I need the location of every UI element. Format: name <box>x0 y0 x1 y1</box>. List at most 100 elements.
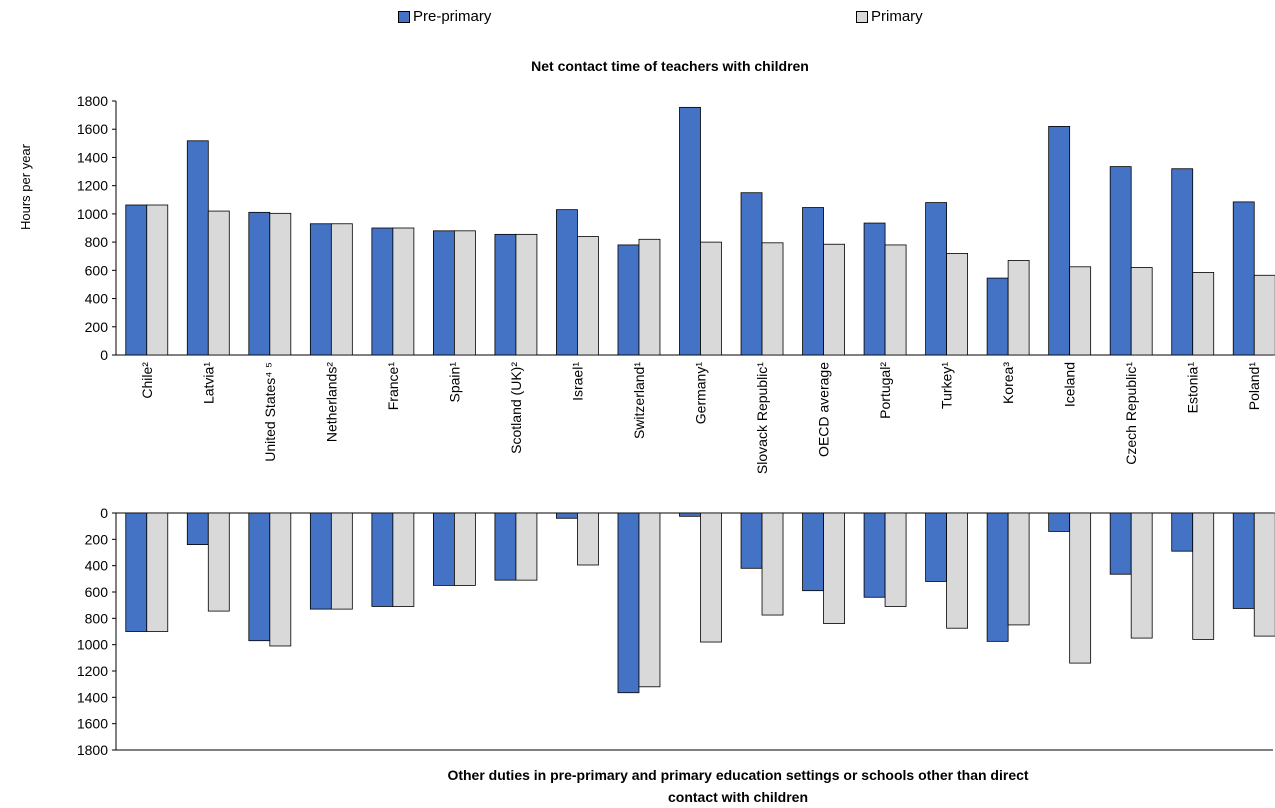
top-chart-title: Net contact time of teachers with childr… <box>531 58 809 74</box>
bottom-bar-primary <box>823 512 845 624</box>
bottom-bar-pre-primary <box>863 512 886 598</box>
bottom-bar-pre-primary <box>1109 512 1132 575</box>
top-bar-primary <box>515 233 538 356</box>
top-y-tick-label: 200 <box>85 319 109 335</box>
category-label: Slovack Republic¹ <box>754 362 770 474</box>
top-bar-primary <box>946 252 969 356</box>
category-label: Scotland (UK)² <box>508 362 524 454</box>
legend-swatch-primary <box>856 10 868 23</box>
top-bar-primary <box>453 230 476 356</box>
bottom-bar-primary <box>761 512 784 616</box>
top-bar-pre-primary <box>1048 126 1071 356</box>
top-bar-primary <box>1069 266 1092 356</box>
category-label: Estonia¹ <box>1185 362 1201 414</box>
bottom-bar-pre-primary <box>371 512 394 607</box>
top-bar-pre-primary <box>740 192 763 356</box>
top-bar-pre-primary <box>1109 166 1132 356</box>
category-label: Chile² <box>139 362 155 399</box>
top-bar-primary <box>1253 274 1275 356</box>
category-label: Iceland <box>1062 362 1078 407</box>
top-bar-primary <box>1007 260 1030 356</box>
top-bar-pre-primary <box>186 140 209 356</box>
bottom-bar-primary <box>453 512 476 586</box>
bottom-y-tick-label: 800 <box>85 610 109 626</box>
top-y-tick-label: 800 <box>85 234 109 250</box>
bottom-bar-pre-primary <box>925 512 948 582</box>
top-bar-pre-primary <box>617 244 640 356</box>
top-bar-pre-primary <box>802 207 824 356</box>
top-y-tick-label: 1200 <box>77 178 108 194</box>
bottom-y-tick-label: 200 <box>85 531 109 547</box>
bottom-bar-pre-primary <box>309 512 332 610</box>
category-label: Israel¹ <box>569 362 585 401</box>
bottom-bar-primary <box>884 512 907 607</box>
category-label: Germany¹ <box>693 362 709 425</box>
top-bar-pre-primary <box>248 211 271 356</box>
bottom-bar-primary <box>638 512 661 688</box>
top-bar-primary <box>823 243 845 356</box>
bottom-bar-primary <box>700 512 722 643</box>
top-y-tick-label: 0 <box>100 347 108 363</box>
top-y-tick-label: 400 <box>85 291 109 307</box>
top-bar-primary <box>700 241 722 356</box>
bottom-bar-primary <box>330 512 353 610</box>
bottom-chart-title: Other duties in pre-primary and primary … <box>447 767 1029 805</box>
bottom-y-tick-label: 0 <box>100 505 108 521</box>
top-bar-pre-primary <box>679 106 701 356</box>
bottom-y-tick-label: 1000 <box>77 637 108 653</box>
category-label: United States⁴ ⁵ <box>262 362 278 462</box>
bottom-bar-pre-primary <box>802 512 824 592</box>
category-label: France¹ <box>385 362 401 411</box>
top-y-tick-label: 1400 <box>77 149 108 165</box>
top-bar-primary <box>330 223 353 356</box>
top-bar-pre-primary <box>925 202 948 356</box>
bottom-bar-pre-primary <box>740 512 763 569</box>
category-label: Switzerland¹ <box>631 362 647 439</box>
top-y-tick-label: 1800 <box>77 93 108 109</box>
category-label: Czech Republic¹ <box>1123 362 1139 465</box>
bottom-bar-pre-primary <box>494 512 517 581</box>
bottom-bar-primary <box>1069 512 1092 664</box>
bottom-bar-pre-primary <box>1171 512 1194 552</box>
category-label: OECD average <box>816 362 832 457</box>
bottom-bar-primary <box>269 512 292 647</box>
bottom-bar-pre-primary <box>986 512 1009 642</box>
bottom-bar-primary <box>207 512 230 612</box>
top-bar-primary <box>1130 267 1153 356</box>
category-label: Portugal² <box>877 362 893 419</box>
top-bar-pre-primary <box>371 227 394 356</box>
top-y-tick-label: 1600 <box>77 121 108 137</box>
bottom-y-tick-label: 400 <box>85 558 109 574</box>
bottom-y-tick-label: 1800 <box>77 742 108 758</box>
bottom-bar-primary <box>946 512 969 629</box>
bottom-bar-pre-primary <box>556 512 578 519</box>
top-y-tick-label: 600 <box>85 262 109 278</box>
top-bar-primary <box>1192 272 1215 356</box>
category-label: Turkey¹ <box>939 362 955 409</box>
top-bar-primary <box>884 244 907 356</box>
top-bar-pre-primary <box>309 223 332 356</box>
bottom-y-tick-label: 1400 <box>77 689 108 705</box>
top-bar-pre-primary <box>986 277 1009 356</box>
bottom-bar-primary <box>1192 512 1215 640</box>
top-bar-primary <box>392 227 415 356</box>
top-bar-pre-primary <box>494 233 517 356</box>
bottom-bar-pre-primary <box>186 512 209 546</box>
legend-item-primary: Primary <box>856 8 923 25</box>
category-label: Latvia¹ <box>200 362 216 404</box>
bottom-bar-pre-primary <box>679 512 701 517</box>
top-bar-primary <box>146 204 169 356</box>
top-bar-pre-primary <box>432 230 455 356</box>
top-bar-pre-primary <box>125 204 148 356</box>
bottom-bar-primary <box>1253 512 1275 637</box>
bottom-y-tick-label: 1200 <box>77 663 108 679</box>
bottom-bar-primary <box>577 512 599 566</box>
bottom-bar-pre-primary <box>1048 512 1071 532</box>
bottom-bar-primary <box>515 512 538 581</box>
bottom-bar-primary <box>392 512 415 607</box>
top-bar-pre-primary <box>1232 201 1255 356</box>
top-bar-primary <box>638 238 661 356</box>
bottom-y-tick-label: 1600 <box>77 716 108 732</box>
bottom-bar-pre-primary <box>248 512 271 642</box>
